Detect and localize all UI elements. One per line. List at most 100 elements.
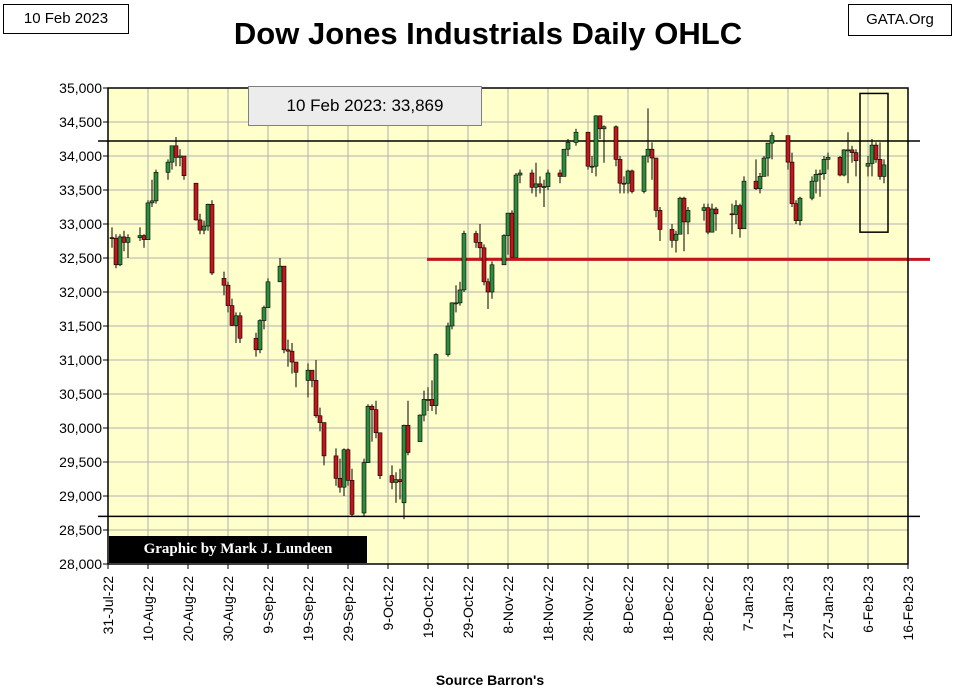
y-tick-label: 33,500 (59, 182, 102, 198)
y-tick-label: 35,000 (59, 80, 102, 96)
candle-down (173, 145, 179, 158)
candle-up (401, 424, 407, 504)
y-tick-label: 29,500 (59, 454, 102, 470)
candle-down (285, 349, 291, 352)
candle-up (149, 200, 155, 204)
candle-up (825, 157, 831, 160)
candle-up (621, 182, 627, 185)
candle-down (397, 479, 403, 483)
candle-down (373, 409, 379, 434)
recent-week-box (859, 92, 889, 233)
candle-down (669, 229, 675, 241)
candle-up (765, 142, 771, 159)
candle-down (209, 203, 215, 274)
candle-up (445, 325, 451, 355)
x-tick-label: 19-Sep-22 (300, 576, 316, 642)
candle-up (277, 265, 283, 283)
x-tick-label: 8-Dec-22 (620, 576, 636, 634)
candle-up (761, 157, 767, 177)
candle-up (701, 207, 707, 211)
candle-up (305, 369, 311, 381)
candle-up (449, 302, 455, 327)
x-axis-title: Source Barron's (435, 672, 545, 688)
candle-up (125, 237, 131, 243)
candle-up (593, 115, 599, 167)
x-tick-label: 31-Jul-22 (100, 576, 116, 635)
candle-up (153, 172, 159, 202)
x-tick-label: 6-Feb-23 (860, 576, 876, 633)
candle-down (617, 159, 623, 184)
x-tick-label: 7-Jan-23 (740, 576, 756, 631)
candle-up (461, 233, 467, 291)
candle-up (517, 172, 523, 176)
candle-down (509, 212, 515, 258)
candle-down (429, 399, 435, 406)
candle-down (753, 180, 759, 189)
candle-down (345, 449, 351, 481)
x-tick-label: 9-Oct-22 (380, 576, 396, 631)
y-tick-label: 30,000 (59, 420, 102, 436)
candle-down (389, 475, 395, 483)
candle-down (785, 135, 791, 163)
candle-down (557, 172, 563, 177)
y-tick-label: 29,000 (59, 488, 102, 504)
candle-down (237, 315, 243, 339)
x-tick-label: 20-Aug-22 (180, 576, 196, 642)
x-tick-label: 28-Dec-22 (700, 576, 716, 642)
candle-down (481, 247, 487, 283)
candle-up (685, 210, 691, 223)
candle-up (813, 174, 819, 182)
y-tick-label: 30,500 (59, 386, 102, 402)
x-axis-ticks: 31-Jul-22 10-Aug-22 20-Aug-22 30-Aug-22 9-Se… (100, 564, 916, 641)
candle-up (453, 302, 459, 305)
candle-down (197, 219, 203, 231)
x-tick-label: 17-Jan-23 (780, 576, 796, 639)
candle-up (265, 281, 271, 308)
candle-down (309, 369, 315, 381)
candle-down (873, 144, 879, 160)
candle-down (193, 182, 199, 221)
candle-down (737, 205, 743, 230)
candle-up (565, 142, 571, 150)
candle-down (705, 207, 711, 233)
candle-up (341, 449, 347, 488)
candle-down (537, 183, 543, 187)
candle-down (121, 236, 127, 243)
candle-down (729, 213, 735, 216)
candle-down (681, 197, 687, 223)
candle-down (877, 159, 883, 177)
candle-down (289, 350, 295, 363)
candle-up (425, 399, 431, 401)
candle-up (841, 149, 847, 176)
x-tick-label: 8-Nov-22 (500, 576, 516, 634)
candle-down (181, 155, 187, 177)
x-tick-label: 28-Nov-22 (580, 576, 596, 642)
candle-up (365, 405, 371, 463)
candle-up (489, 264, 495, 293)
candle-up (361, 462, 367, 514)
candle-down (613, 126, 619, 160)
y-tick-label: 28,500 (59, 522, 102, 538)
candle-up (817, 173, 823, 175)
candle-down (653, 157, 659, 211)
candle-up (541, 186, 547, 188)
candle-down (221, 278, 227, 286)
candle-down (485, 281, 491, 293)
candle-down (141, 235, 147, 240)
candle-down (657, 210, 663, 230)
candle-down (713, 208, 719, 215)
candle-down (473, 233, 479, 243)
candle-down (405, 424, 411, 453)
candle-down (629, 170, 635, 192)
candle-up (505, 212, 511, 236)
candle-up (809, 180, 815, 199)
candle-up (709, 208, 715, 233)
candle-up (601, 126, 607, 130)
candle-down (377, 432, 383, 476)
candle-up (589, 165, 595, 168)
candle-down (281, 265, 287, 351)
x-tick-label: 29-Sep-22 (340, 576, 356, 642)
candle-up (821, 159, 827, 174)
candle-down (585, 131, 591, 167)
